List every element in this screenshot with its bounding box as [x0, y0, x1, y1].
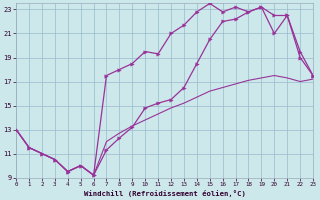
- X-axis label: Windchill (Refroidissement éolien,°C): Windchill (Refroidissement éolien,°C): [84, 190, 245, 197]
